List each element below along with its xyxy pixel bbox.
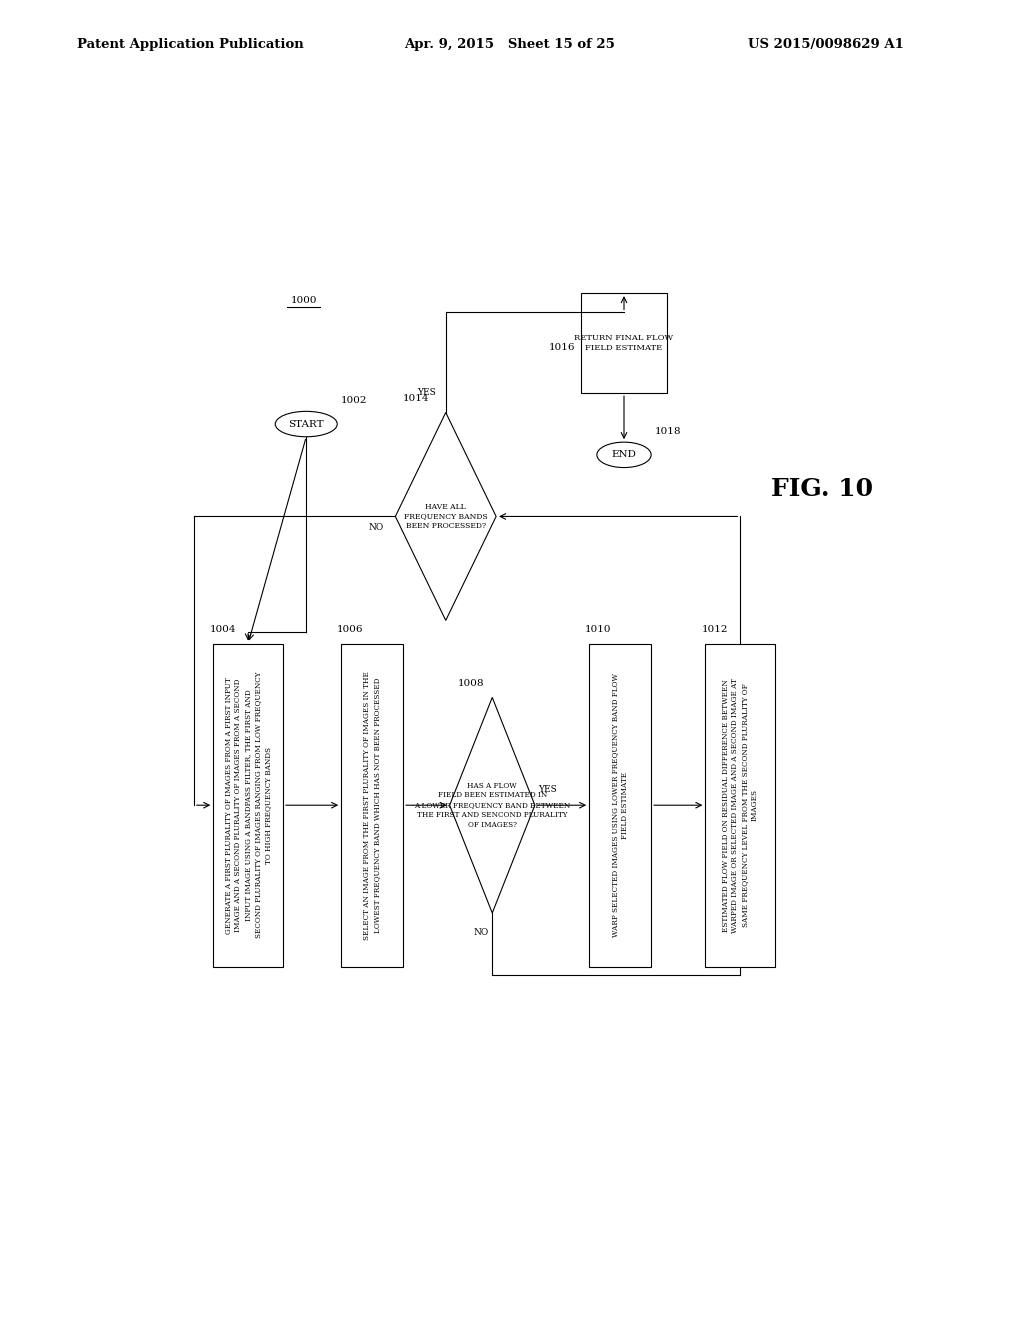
Ellipse shape [597, 442, 651, 467]
Text: 1000: 1000 [291, 297, 317, 305]
Polygon shape [450, 697, 535, 913]
Text: YES: YES [538, 784, 557, 793]
Polygon shape [395, 412, 496, 620]
Text: NO: NO [369, 524, 384, 532]
Text: Apr. 9, 2015   Sheet 15 of 25: Apr. 9, 2015 Sheet 15 of 25 [404, 37, 615, 50]
Text: YES: YES [417, 388, 436, 397]
Text: 1012: 1012 [701, 626, 728, 635]
Text: START: START [289, 420, 324, 429]
Text: NO: NO [473, 928, 488, 937]
Text: 1008: 1008 [458, 680, 484, 688]
Text: HAVE ALL
FREQUENCY BANDS
BEEN PROCESSED?: HAVE ALL FREQUENCY BANDS BEEN PROCESSED? [403, 503, 487, 531]
Text: 1004: 1004 [209, 626, 236, 635]
Text: WARP SELECTED IMAGES USING LOWER FREQUENCY BAND FLOW
FIELD ESTIMATE: WARP SELECTED IMAGES USING LOWER FREQUEN… [611, 673, 629, 937]
Text: ESTIMATED FLOW FIELD ON RESIDUAL DIFFERENCE BETWEEN
WARPED IMAGE OR SELECTED IMA: ESTIMATED FLOW FIELD ON RESIDUAL DIFFERE… [722, 677, 759, 933]
Bar [582, 293, 667, 393]
Text: 1006: 1006 [337, 626, 364, 635]
Text: US 2015/0098629 A1: US 2015/0098629 A1 [748, 37, 903, 50]
Bar [341, 644, 403, 966]
Bar [589, 644, 651, 966]
Text: RETURN FINAL FLOW
FIELD ESTIMATE: RETURN FINAL FLOW FIELD ESTIMATE [574, 334, 674, 352]
Text: FIG. 10: FIG. 10 [771, 478, 873, 502]
Text: END: END [611, 450, 637, 459]
Text: 1018: 1018 [655, 426, 682, 436]
Bar [706, 644, 775, 966]
Bar [213, 644, 283, 966]
Text: 1010: 1010 [586, 626, 611, 635]
Text: 1002: 1002 [341, 396, 368, 405]
Ellipse shape [275, 412, 337, 437]
Text: SELECT AN IMAGE FROM THE FIRST PLURALITY OF IMAGES IN THE
LOWEST FREQUENCY BAND : SELECT AN IMAGE FROM THE FIRST PLURALITY… [364, 671, 381, 940]
Text: GENERATE A FIRST PLURALITY OF IMAGES FROM A FIRST INPUT
IMAGE AND A SECOND PLURA: GENERATE A FIRST PLURALITY OF IMAGES FRO… [224, 672, 271, 939]
Text: HAS A FLOW
FIELD BEEN ESTIMATED IN
A LOWER FREQUENCY BAND BETWEEN
THE FIRST AND : HAS A FLOW FIELD BEEN ESTIMATED IN A LOW… [414, 781, 570, 829]
Text: Patent Application Publication: Patent Application Publication [77, 37, 303, 50]
Text: 1014: 1014 [403, 395, 430, 404]
Text: 1016: 1016 [549, 343, 575, 351]
